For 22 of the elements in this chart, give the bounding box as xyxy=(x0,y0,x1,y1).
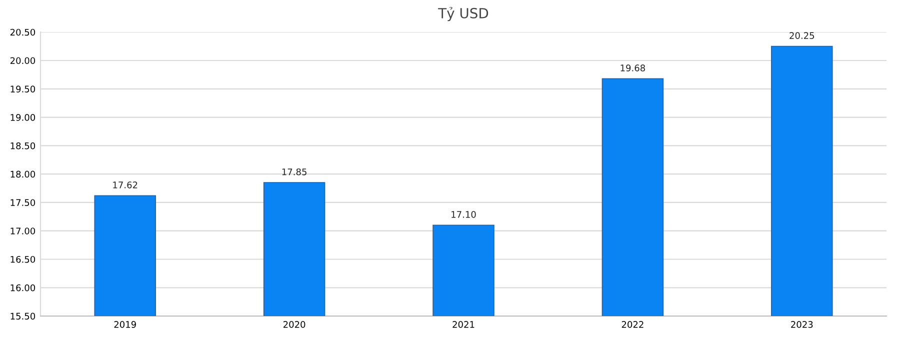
data-label: 17.10 xyxy=(452,211,476,218)
y-tick-label: 15.50 xyxy=(10,312,36,320)
data-label: 20.25 xyxy=(790,32,814,39)
data-label: 17.62 xyxy=(113,182,138,188)
x-tick-label: 2022 xyxy=(622,321,644,328)
y-tick-label: 18.00 xyxy=(10,170,36,178)
chart-title: Tỷ USD xyxy=(438,6,488,22)
x-tick-label: 2019 xyxy=(114,321,136,328)
y-tick-label: 19.50 xyxy=(10,86,36,92)
x-tick-label: 2023 xyxy=(791,321,813,328)
x-tick-label: 2021 xyxy=(452,321,474,328)
y-tick-label: 20.00 xyxy=(10,57,36,64)
x-tick-label: 2020 xyxy=(283,321,306,328)
y-tick-label: 18.50 xyxy=(10,142,36,150)
data-label: 19.68 xyxy=(620,64,646,72)
y-tick-label: 19.00 xyxy=(10,114,36,121)
y-tick-label: 17.00 xyxy=(10,228,36,234)
y-tick-label: 16.00 xyxy=(10,284,36,292)
y-tick-label: 16.50 xyxy=(10,256,36,263)
y-tick-label: 20.50 xyxy=(10,28,36,36)
data-label: 17.85 xyxy=(282,168,306,176)
y-tick-label: 17.50 xyxy=(10,199,36,206)
